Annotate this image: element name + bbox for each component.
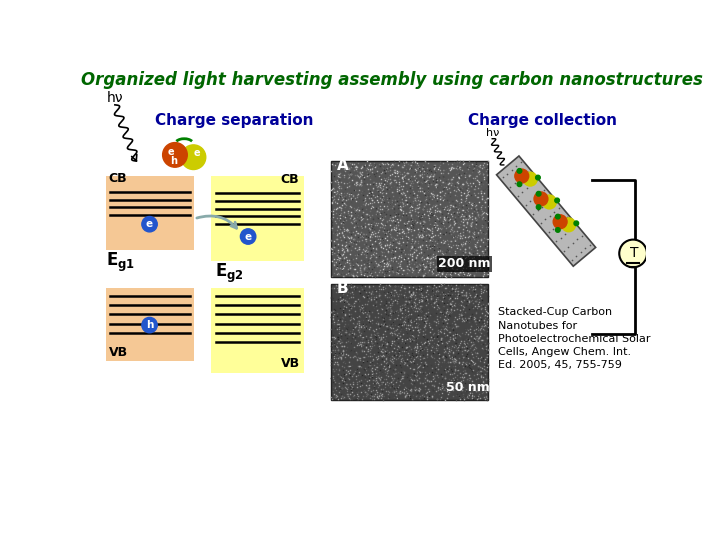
Polygon shape	[497, 156, 595, 266]
FancyBboxPatch shape	[106, 288, 194, 361]
Text: Stacked-Cup Carbon
Nanotubes for
Photoelectrochemical Solar
Cells, Angew Chem. I: Stacked-Cup Carbon Nanotubes for Photoel…	[498, 307, 650, 370]
Text: CB: CB	[281, 173, 299, 186]
Text: VB: VB	[109, 346, 128, 359]
FancyBboxPatch shape	[330, 161, 488, 276]
Text: h: h	[146, 320, 153, 330]
Text: Charge separation: Charge separation	[155, 113, 313, 128]
Text: $\mathbf{E_{g2}}$: $\mathbf{E_{g2}}$	[215, 262, 244, 285]
Circle shape	[562, 218, 575, 232]
Circle shape	[240, 229, 256, 244]
Circle shape	[163, 143, 187, 167]
Text: VB: VB	[281, 357, 300, 370]
Circle shape	[536, 192, 541, 196]
Circle shape	[181, 145, 206, 170]
Text: A: A	[337, 158, 348, 173]
Text: 200 nm: 200 nm	[438, 258, 491, 271]
Circle shape	[536, 205, 541, 210]
Text: Charge collection: Charge collection	[468, 113, 617, 128]
Circle shape	[555, 198, 559, 202]
Text: e: e	[245, 232, 252, 241]
FancyBboxPatch shape	[211, 288, 304, 373]
Text: e: e	[146, 219, 153, 229]
Circle shape	[142, 217, 157, 232]
Circle shape	[619, 240, 647, 267]
FancyBboxPatch shape	[211, 177, 304, 261]
Circle shape	[553, 215, 567, 228]
Text: B: B	[337, 281, 348, 296]
Circle shape	[523, 172, 537, 186]
Circle shape	[142, 318, 157, 333]
Text: e: e	[168, 147, 174, 157]
Circle shape	[517, 182, 522, 186]
Circle shape	[536, 176, 540, 180]
Text: 50 nm: 50 nm	[446, 381, 490, 394]
Text: CB: CB	[109, 172, 127, 185]
Circle shape	[556, 214, 560, 219]
Circle shape	[542, 195, 557, 209]
Circle shape	[534, 192, 548, 206]
Text: T: T	[629, 246, 638, 260]
Circle shape	[556, 228, 560, 232]
Text: hν: hν	[107, 91, 124, 105]
Text: e: e	[193, 148, 200, 158]
Text: h: h	[170, 156, 177, 166]
Text: Organized light harvesting assembly using carbon nanostructures: Organized light harvesting assembly usin…	[81, 71, 703, 89]
Text: hν: hν	[486, 127, 500, 138]
FancyBboxPatch shape	[330, 284, 488, 400]
FancyBboxPatch shape	[106, 177, 194, 249]
Circle shape	[515, 169, 528, 183]
Circle shape	[517, 168, 522, 173]
Circle shape	[574, 221, 579, 226]
Text: $\mathbf{E_{g1}}$: $\mathbf{E_{g1}}$	[106, 251, 135, 274]
